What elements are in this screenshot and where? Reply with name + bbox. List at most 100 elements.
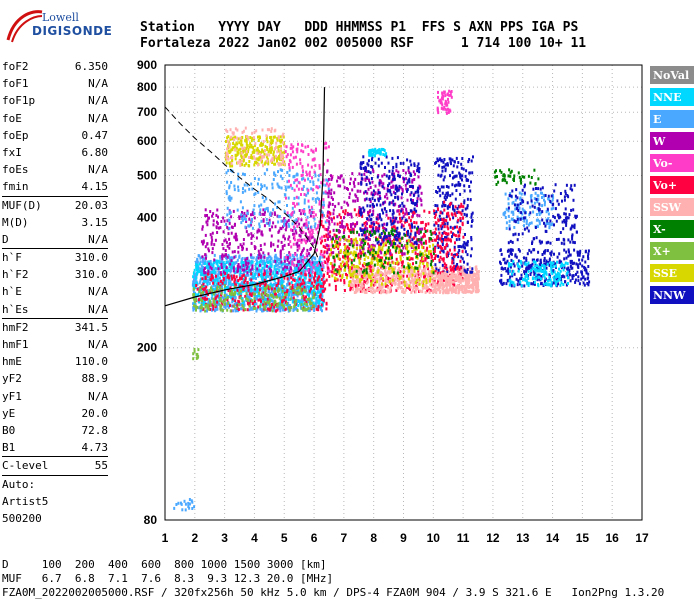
echo-point xyxy=(220,262,223,266)
echo-point xyxy=(228,161,231,165)
echo-point xyxy=(385,237,388,241)
echo-point xyxy=(361,233,364,237)
echo-point xyxy=(208,299,211,303)
echo-point xyxy=(369,233,372,237)
echo-point xyxy=(249,142,252,146)
echo-point xyxy=(375,203,378,207)
echo-point xyxy=(234,233,237,237)
echo-point xyxy=(301,307,304,311)
param-label: B1 xyxy=(2,441,16,455)
echo-point xyxy=(296,309,299,312)
echo-point xyxy=(262,251,265,255)
echo-point xyxy=(213,299,216,303)
echo-point xyxy=(259,208,262,212)
echo-point xyxy=(248,292,251,296)
echo-point xyxy=(375,257,378,261)
echo-point xyxy=(311,207,314,211)
echo-point xyxy=(307,286,310,290)
echo-point xyxy=(418,184,421,188)
echo-point xyxy=(328,191,331,195)
echo-point xyxy=(206,272,209,276)
echo-point xyxy=(370,289,372,293)
echo-point xyxy=(251,136,254,140)
echo-point xyxy=(367,210,369,214)
echo-point xyxy=(275,157,278,160)
echo-point xyxy=(240,221,243,225)
param-label: hmF1 xyxy=(2,338,29,351)
echo-point xyxy=(298,209,301,212)
echo-point xyxy=(340,222,343,226)
echo-point xyxy=(300,281,302,284)
echo-point xyxy=(395,257,398,261)
echo-point xyxy=(201,225,204,229)
echo-point xyxy=(221,257,224,261)
echo-point xyxy=(382,182,385,186)
echo-point xyxy=(247,302,250,306)
echo-point xyxy=(476,272,479,276)
echo-point xyxy=(231,300,234,304)
echo-point xyxy=(257,298,260,302)
echo-point xyxy=(262,164,264,168)
echo-point xyxy=(287,237,290,241)
echo-point xyxy=(211,251,214,255)
echo-point xyxy=(284,295,287,299)
echo-point xyxy=(209,307,211,311)
echo-point xyxy=(268,265,270,269)
param-label: hmE xyxy=(2,355,22,369)
echo-point xyxy=(442,291,445,295)
echo-point xyxy=(424,257,427,261)
echo-point xyxy=(372,257,375,261)
echo-point xyxy=(362,286,365,290)
echo-point xyxy=(365,236,368,240)
echo-point xyxy=(321,264,324,268)
echo-point xyxy=(235,260,238,264)
echo-point xyxy=(422,269,425,273)
echo-point xyxy=(331,203,334,206)
echo-point xyxy=(223,302,226,306)
echo-point xyxy=(263,155,265,159)
echo-point xyxy=(272,295,275,299)
echo-point xyxy=(350,267,353,271)
echo-point xyxy=(315,279,317,283)
echo-point xyxy=(262,305,265,309)
echo-point xyxy=(238,159,241,163)
echo-point xyxy=(412,199,414,202)
echo-point xyxy=(311,274,313,278)
echo-point xyxy=(402,180,405,184)
echo-point xyxy=(391,172,394,176)
echo-point xyxy=(243,280,246,284)
echo-point xyxy=(296,301,298,305)
echo-point xyxy=(251,292,254,296)
echo-point xyxy=(316,226,319,230)
echo-point xyxy=(233,261,236,265)
echo-point xyxy=(274,274,277,278)
echo-point xyxy=(405,207,408,211)
echo-point xyxy=(218,288,221,292)
echo-point xyxy=(369,186,372,189)
echo-point xyxy=(216,307,219,311)
echo-point xyxy=(193,307,196,311)
echo-point xyxy=(274,269,277,273)
echo-point xyxy=(244,225,247,229)
echo-point xyxy=(332,251,335,255)
echo-point xyxy=(322,281,325,285)
echo-point xyxy=(295,231,298,235)
echo-point xyxy=(371,286,374,290)
echo-point xyxy=(322,178,325,182)
echo-point xyxy=(239,296,242,300)
echo-point xyxy=(261,196,264,200)
echo-point xyxy=(225,281,227,285)
echo-point xyxy=(316,278,319,282)
echo-point xyxy=(422,246,425,250)
echo-point xyxy=(409,272,412,276)
echo-point xyxy=(262,287,265,291)
param-separator xyxy=(2,317,108,319)
echo-point xyxy=(246,298,249,301)
echo-point xyxy=(450,280,453,284)
echo-point xyxy=(319,173,322,177)
echo-point xyxy=(230,293,233,297)
echo-point xyxy=(286,307,289,311)
echo-point xyxy=(409,239,412,243)
echo-point xyxy=(353,184,356,188)
param-row: foEs N/A xyxy=(2,161,108,178)
